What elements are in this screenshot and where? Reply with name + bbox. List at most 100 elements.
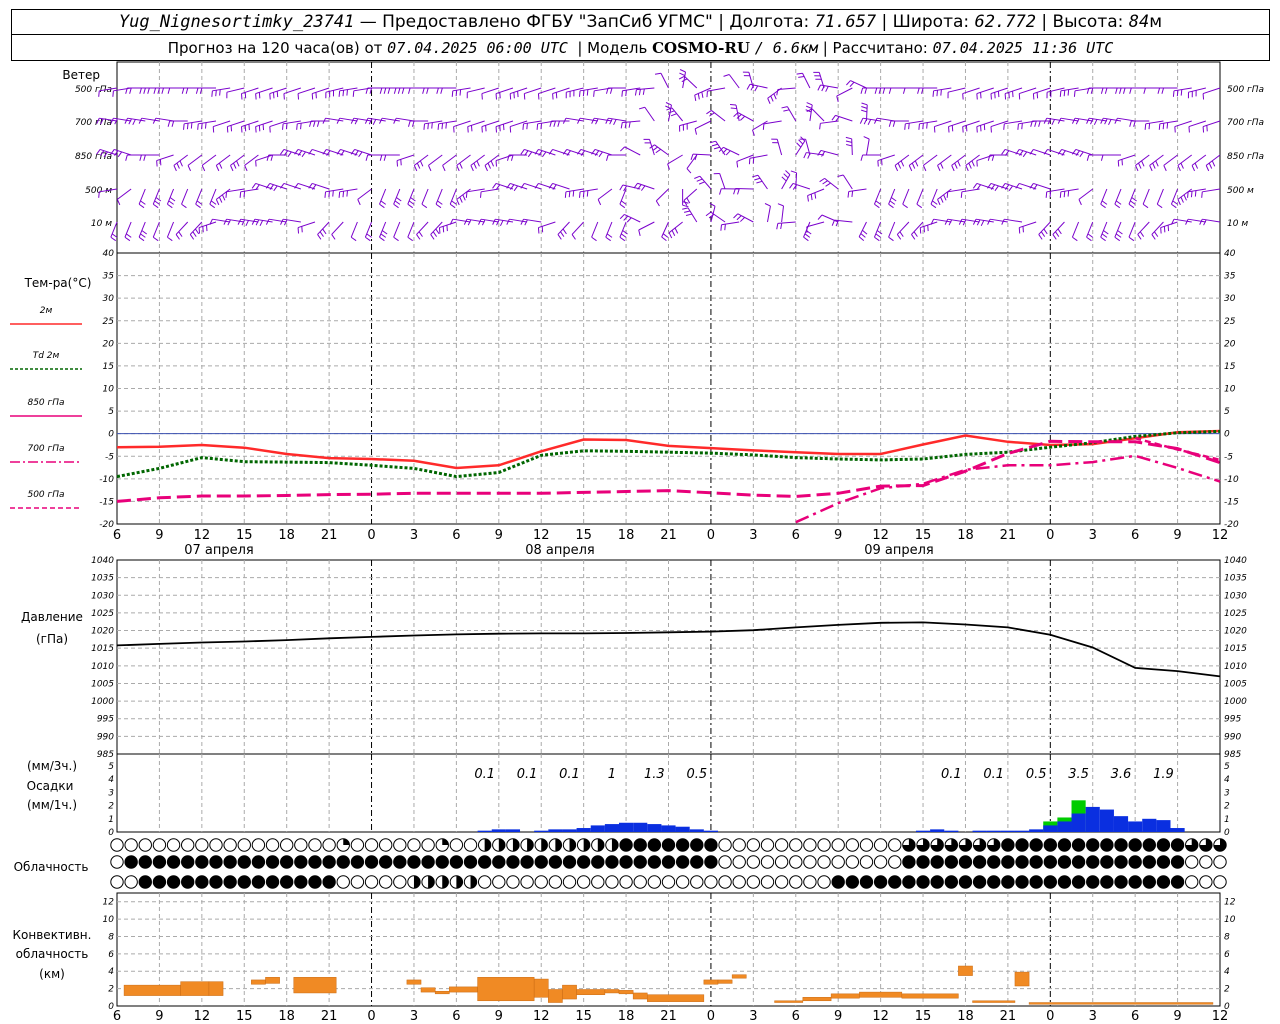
wind-barb-icon [197, 120, 217, 130]
wind-barb-icon [916, 188, 924, 209]
cloud-circle-full [209, 875, 223, 889]
wind-barb-feather [1071, 117, 1076, 124]
time-tick-bottom: 12 [872, 1009, 889, 1024]
wind-barb-icon [484, 154, 500, 172]
wind-barb-feather [861, 109, 868, 113]
wind-barb-shaft [1047, 148, 1065, 156]
wind-barb-icon [187, 154, 203, 172]
wind-barb-feather [459, 89, 462, 96]
cloud-cover-circle-icon [1213, 838, 1227, 852]
precip-1h-bar [590, 825, 605, 832]
wind-barb-feather [368, 118, 373, 125]
wind-barb-feather [674, 227, 679, 234]
wind-barb-feather [634, 89, 637, 96]
wind-barb-icon [619, 184, 641, 192]
precip-unit-1h: (мм/1ч.) [27, 798, 77, 812]
wind-barb-feather [259, 220, 264, 227]
precip-3h-label: 0.1 [941, 767, 962, 782]
wind-barb-shaft [367, 117, 386, 122]
wind-barb-feather [117, 151, 123, 158]
wind-barb-shaft [757, 174, 768, 190]
wind-barb-feather [807, 152, 811, 159]
cloud-cover-circle-icon [463, 838, 478, 852]
wind-barb-icon [836, 87, 853, 103]
wind-barb-shaft [873, 188, 882, 205]
cloud-cover-circle-icon [690, 838, 704, 852]
wind-barb-feather [431, 122, 433, 129]
wind-barb-shaft [213, 120, 231, 128]
wind-barb-icon [211, 87, 231, 97]
wind-barb-feather [125, 87, 128, 94]
wind-barb-feather [972, 218, 977, 225]
wind-level-label-right: 500 гПа [1227, 85, 1264, 95]
time-tick: 6 [792, 528, 800, 543]
wind-barb-feather [863, 118, 868, 125]
cloud-circle-outline [760, 838, 775, 852]
cloud-cover-circle-icon [110, 855, 124, 869]
wind-barb-feather [270, 154, 274, 161]
wind-barb-icon [1144, 120, 1164, 130]
wind-barb-shaft [1075, 148, 1093, 156]
wind-barb-shaft [776, 139, 783, 156]
wind-barb-shaft [990, 182, 1009, 190]
cloud-circle-full [1100, 838, 1114, 852]
wind-barb-feather [125, 154, 128, 161]
cloud-cover-circle-icon [492, 875, 506, 889]
cloud-circle-outline [124, 838, 138, 852]
cloud-cover-circle-icon [803, 838, 817, 852]
wind-barb-shaft [1103, 117, 1122, 122]
time-tick-bottom: 15 [915, 1009, 932, 1024]
wind-barb-icon [1187, 188, 1206, 198]
wind-barb-shaft [340, 148, 358, 156]
wind-barb-icon [422, 87, 443, 94]
wind-barb-icon [1017, 120, 1037, 130]
wind-barb-icon [733, 188, 754, 195]
cloud-cover-circle-icon [279, 875, 294, 889]
cloud-cover-circle-icon [902, 838, 916, 852]
wind-barb-feather [994, 185, 999, 192]
wind-barb-feather [492, 183, 497, 189]
wind-barb-feather [358, 151, 363, 158]
wind-barb-feather [1172, 90, 1175, 97]
wind-barb-feather [1103, 230, 1109, 235]
wind-barb-icon [1086, 221, 1094, 242]
wind-barb-icon [562, 117, 584, 124]
wind-barb-shaft [806, 152, 825, 156]
wind-barb-shaft [1019, 182, 1037, 190]
wind-barb-feather [287, 151, 292, 158]
wind-barb-feather [1086, 154, 1090, 161]
wind-barb-feather [1158, 123, 1161, 130]
conv-tick-left: 8 [108, 932, 114, 942]
wind-barb-feather [678, 75, 685, 80]
cloud-cover-circle-icon [1185, 838, 1199, 852]
cloud-circle-full [1058, 838, 1071, 852]
cloud-cover-circle-icon [477, 875, 492, 889]
wind-barb-feather [218, 196, 223, 203]
cloud-cover-circle-icon [1185, 855, 1199, 869]
wind-barb-icon [548, 182, 570, 190]
wind-barb-shaft [283, 120, 301, 125]
wind-barb-shaft [127, 117, 146, 122]
wind-barb-feather [724, 224, 726, 231]
wind-barb-feather [789, 183, 794, 189]
conv-cloud-bar [802, 997, 832, 1002]
wind-barb-feather [1004, 184, 1010, 190]
cloud-circle-full [252, 875, 265, 889]
cloud-circle-part [442, 875, 449, 889]
wind-barb-shaft [777, 221, 796, 224]
temperature-tick-right: -20 [1224, 520, 1239, 530]
wind-barb-icon [591, 148, 613, 158]
cloud-cover-circle-icon [110, 838, 124, 852]
wind-barb-shaft [976, 87, 994, 95]
wind-barb-feather [495, 184, 501, 190]
wind-barb-icon [638, 106, 655, 122]
cloud-cover-circle-icon [407, 838, 421, 852]
cloud-cover-circle-icon [124, 855, 138, 869]
wind-barb-shaft [312, 182, 330, 190]
wind-barb-icon [520, 218, 542, 226]
wind-barb-feather [1156, 203, 1163, 209]
cloud-cover-circle-icon [619, 875, 633, 889]
wind-barb-feather [752, 129, 755, 136]
wind-barb-feather [913, 231, 918, 237]
wind-barb-feather [153, 87, 157, 94]
